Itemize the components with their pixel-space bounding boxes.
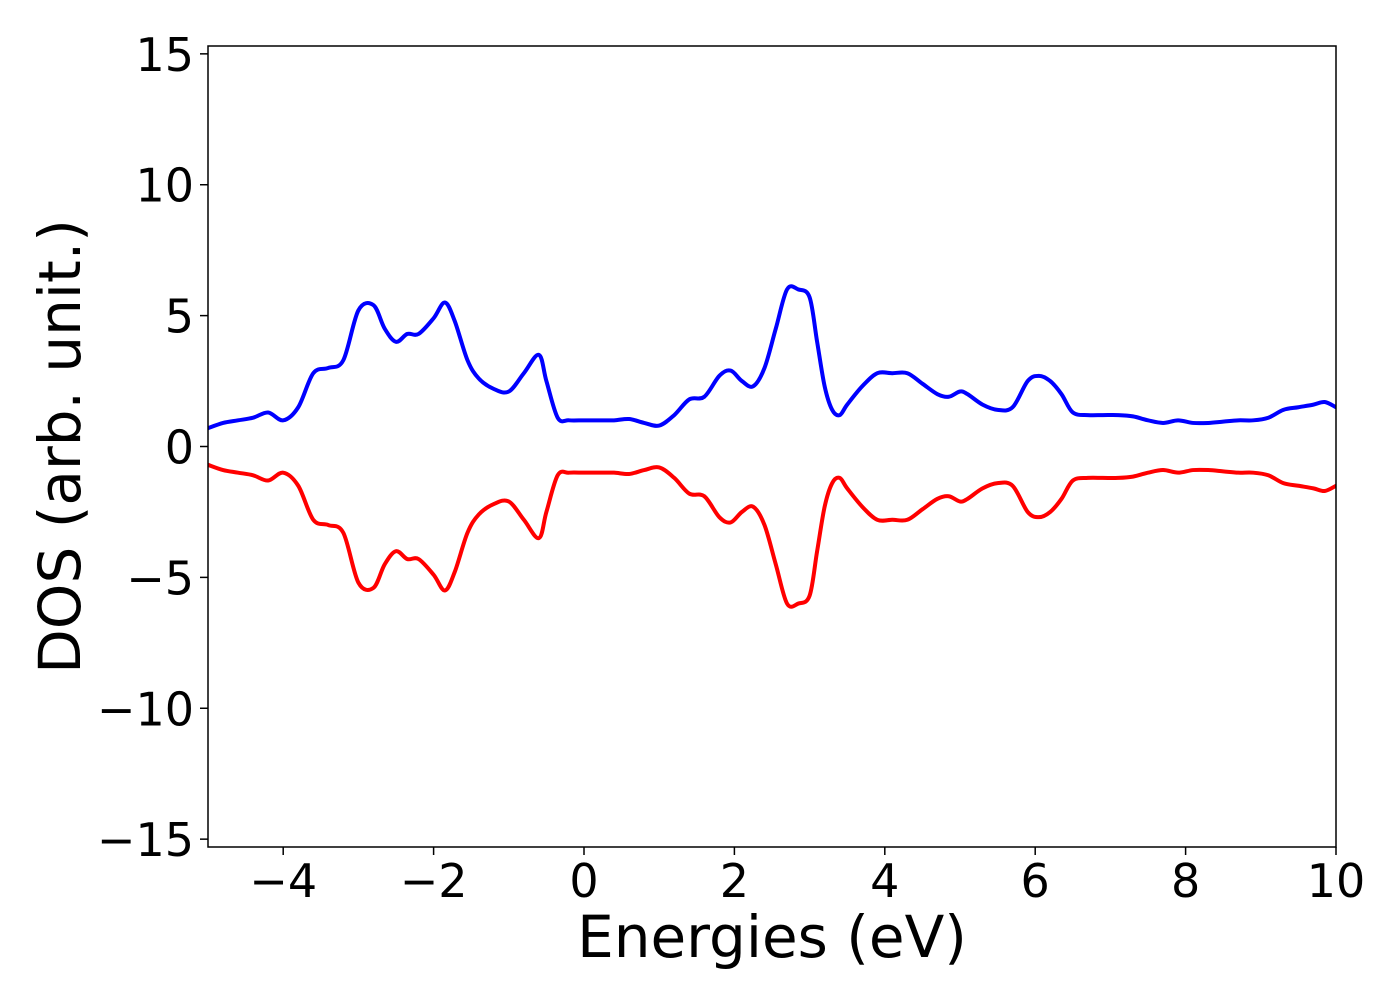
y-tick-label: −10 xyxy=(97,682,194,736)
y-tick-label: −15 xyxy=(97,813,194,867)
y-axis-ticks: −15 −10 −5 0 5 10 15 xyxy=(97,28,208,867)
y-tick-label: −5 xyxy=(126,551,194,605)
plot-frame xyxy=(207,45,1337,848)
plot-area xyxy=(208,284,1336,609)
x-tick-label: 6 xyxy=(1021,854,1050,908)
x-tick-label: 8 xyxy=(1171,854,1200,908)
x-tick-label: −4 xyxy=(249,854,317,908)
x-tick-label: 10 xyxy=(1307,854,1366,908)
spin-up-dos-line xyxy=(208,284,1336,431)
y-tick-label: 15 xyxy=(135,28,194,82)
y-tick-label: 5 xyxy=(165,290,194,344)
y-tick-label: 10 xyxy=(135,159,194,213)
spin-down-dos-line xyxy=(208,462,1336,609)
x-axis-ticks: −4 −2 0 2 4 6 8 10 xyxy=(249,847,1365,908)
x-tick-label: −2 xyxy=(400,854,468,908)
y-axis-label: DOS (arb. unit.) xyxy=(26,219,94,674)
x-tick-label: 0 xyxy=(569,854,598,908)
y-tick-label: 0 xyxy=(165,421,194,475)
x-axis-label: Energies (eV) xyxy=(577,903,967,971)
x-tick-label: 2 xyxy=(720,854,749,908)
x-tick-label: 4 xyxy=(870,854,899,908)
